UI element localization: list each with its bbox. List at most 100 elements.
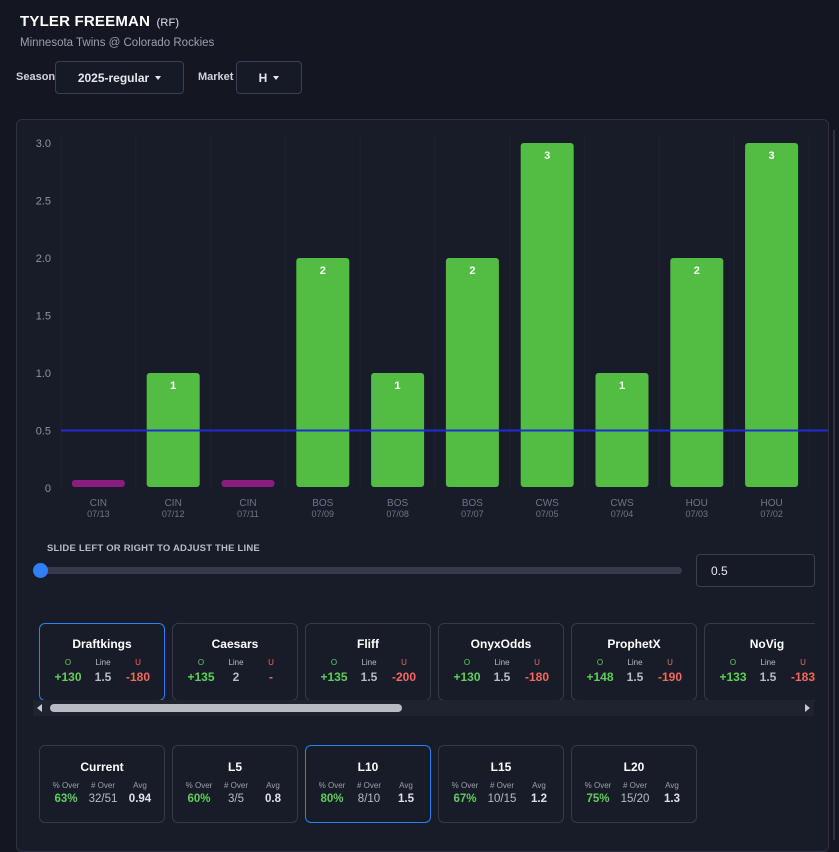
avg-header: Avg [266,781,280,790]
season-dropdown[interactable]: 2025-regular [55,61,184,94]
bar-value-label: 2 [320,265,326,277]
x-tick-team: HOU [686,498,708,509]
x-tick-date: 07/02 [760,509,783,519]
bar-value-label: 1 [619,380,625,392]
split-name: L20 [623,760,645,774]
sportsbook-card[interactable]: Caesars O Line U +135 2 - [172,623,298,701]
split-card-l5[interactable]: L5 % Over # Over Avg 60% 3/5 0.8 [172,745,298,823]
book-line: 2 [232,670,240,684]
bar [745,143,799,487]
pct-over-value: 75% [586,793,610,805]
split-card-l15[interactable]: L15 % Over # Over Avg 67% 10/15 1.2 [438,745,564,823]
game-log-chart: 00.51.01.52.02.53.0CIN07/131CIN07/12CIN0… [36,135,828,519]
under-header: U [268,658,274,667]
book-line: 1.5 [626,670,644,684]
bar [670,258,724,487]
sportsbook-name: Draftkings [72,637,132,651]
over-header: O [463,658,471,667]
line-value-input[interactable] [696,554,815,587]
bar [296,258,350,487]
avg-header: Avg [532,781,546,790]
x-tick-team: BOS [387,498,408,509]
over-odds: +135 [320,670,348,684]
num-over-header: # Over [223,781,248,790]
x-tick-team: BOS [462,498,483,509]
book-line: 1.5 [360,670,378,684]
market-label: Market [198,71,234,83]
split-name: L5 [227,760,242,774]
bar [520,143,574,487]
book-line: 1.5 [759,670,777,684]
over-odds: +135 [187,670,215,684]
bar [445,258,499,487]
under-header: U [667,658,673,667]
x-tick-date: 07/07 [461,509,484,519]
player-name-text: TYLER FREEMAN [20,13,151,30]
split-card-l10[interactable]: L10 % Over # Over Avg 80% 8/10 1.5 [305,745,431,823]
under-header: U [401,658,407,667]
x-tick-team: CIN [90,498,107,509]
avg-value: 1.2 [531,793,547,805]
chevron-down-icon [273,75,280,80]
split-card-l20[interactable]: L20 % Over # Over Avg 75% 15/20 1.3 [571,745,697,823]
line-slider-track[interactable] [39,567,682,574]
scroll-left-arrow-icon[interactable] [37,704,42,712]
horizontal-scrollbar[interactable] [33,700,814,716]
line-header: Line [228,658,244,667]
under-odds: -180 [524,670,550,684]
scroll-right-arrow-icon[interactable] [805,704,810,712]
avg-header: Avg [399,781,413,790]
bar-value-label: 2 [694,265,700,277]
sportsbook-list[interactable]: Draftkings O Line U +130 1.5 -180 Caesars O Line U… [39,623,815,703]
sportsbook-card[interactable]: Fliff O Line U +135 1.5 -200 [305,623,431,701]
adjacent-card-edge [833,130,835,840]
slider-title: SLIDE LEFT OR RIGHT TO ADJUST THE LINE [47,543,260,554]
bar-value-label: 1 [395,380,401,392]
bar-value-label: 3 [544,150,550,162]
x-tick-date: 07/08 [386,509,409,519]
pct-over-value: 80% [320,793,344,805]
market-dropdown[interactable]: H [236,61,302,94]
over-header: O [596,658,604,667]
line-slider-thumb[interactable] [33,563,48,578]
x-tick-team: CIN [239,498,256,509]
sportsbook-card[interactable]: ProphetX O Line U +148 1.5 -190 [571,623,697,701]
num-over-header: # Over [489,781,514,790]
under-odds: -200 [391,670,417,684]
num-over-value: 10/15 [487,793,517,805]
x-tick-date: 07/09 [312,509,335,519]
under-odds: -183 [790,670,815,684]
scrollbar-thumb[interactable] [50,704,402,712]
num-over-header: # Over [356,781,381,790]
sportsbook-card[interactable]: Draftkings O Line U +130 1.5 -180 [39,623,165,701]
bar [221,480,275,487]
sportsbook-name: OnyxOdds [470,637,532,651]
split-card-current[interactable]: Current% Over # Over Avg 63% 32/51 0.94 [39,745,165,823]
bar-value-label: 1 [170,380,176,392]
over-odds: +148 [586,670,614,684]
avg-value: 0.8 [265,793,281,805]
over-odds: +133 [719,670,747,684]
sportsbook-name: ProphetX [607,637,661,651]
over-odds: +130 [54,670,82,684]
num-over-header: # Over [90,781,115,790]
x-tick-team: CWS [536,498,560,509]
x-tick-date: 07/04 [611,509,634,519]
over-header: O [64,658,72,667]
line-header: Line [361,658,377,667]
avg-value: 1.3 [664,793,680,805]
pct-over-value: 60% [187,793,211,805]
sportsbook-card[interactable]: OnyxOdds O Line U +130 1.5 -180 [438,623,564,701]
y-tick-label: 2.0 [36,253,51,265]
y-tick-label: 1.5 [36,311,51,323]
under-header: U [135,658,141,667]
under-odds: -180 [125,670,151,684]
avg-value: 0.94 [128,793,152,805]
under-odds: -190 [657,670,683,684]
bar-value-label: 2 [469,265,475,277]
sportsbook-card[interactable]: NoVig O Line U +133 1.5 -183 [704,623,815,701]
x-tick-team: HOU [760,498,782,509]
pct-over-header: % Over [584,781,612,790]
x-tick-team: CIN [165,498,182,509]
split-name: L10 [357,760,379,774]
